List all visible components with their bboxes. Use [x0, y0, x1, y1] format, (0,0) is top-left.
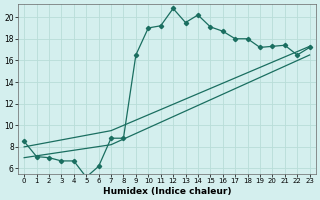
- X-axis label: Humidex (Indice chaleur): Humidex (Indice chaleur): [103, 187, 231, 196]
